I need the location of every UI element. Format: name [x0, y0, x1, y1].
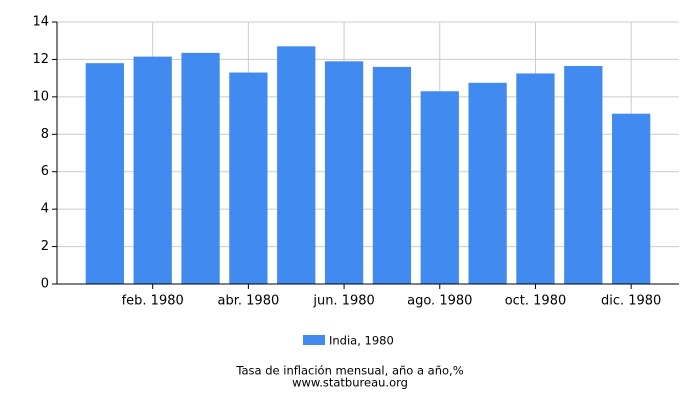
- y-tick-label: 12: [32, 52, 49, 67]
- bar: [372, 66, 412, 285]
- bar: [516, 73, 555, 284]
- y-tick-label: 2: [41, 239, 49, 254]
- bar: [324, 61, 364, 284]
- y-tick-label: 8: [41, 127, 49, 142]
- x-tick-label: oct. 1980: [505, 294, 567, 309]
- bar: [229, 72, 268, 285]
- chart-subtitle: www.statbureau.org: [292, 376, 408, 390]
- y-tick-label: 6: [41, 164, 49, 179]
- y-tick-label: 0: [41, 277, 49, 292]
- bar: [133, 56, 172, 284]
- y-tick-label: 14: [32, 15, 49, 30]
- y-tick-label: 4: [41, 202, 49, 217]
- bar: [420, 91, 459, 284]
- x-tick-label: feb. 1980: [122, 294, 184, 309]
- legend-swatch: [303, 335, 325, 345]
- chart-title: Tasa de inflación mensual, año a año,%: [235, 364, 463, 378]
- x-tick-label: abr. 1980: [218, 294, 280, 309]
- bar: [612, 113, 651, 284]
- x-tick-label: jun. 1980: [312, 294, 374, 309]
- bar: [85, 63, 124, 284]
- bar: [564, 65, 603, 284]
- x-tick-label: ago. 1980: [407, 294, 472, 309]
- bar: [181, 52, 220, 284]
- legend-label: India, 1980: [329, 334, 394, 348]
- bar: [468, 82, 507, 284]
- x-tick-label: dic. 1980: [601, 294, 661, 309]
- bar: [277, 46, 316, 285]
- y-tick-label: 10: [32, 89, 49, 104]
